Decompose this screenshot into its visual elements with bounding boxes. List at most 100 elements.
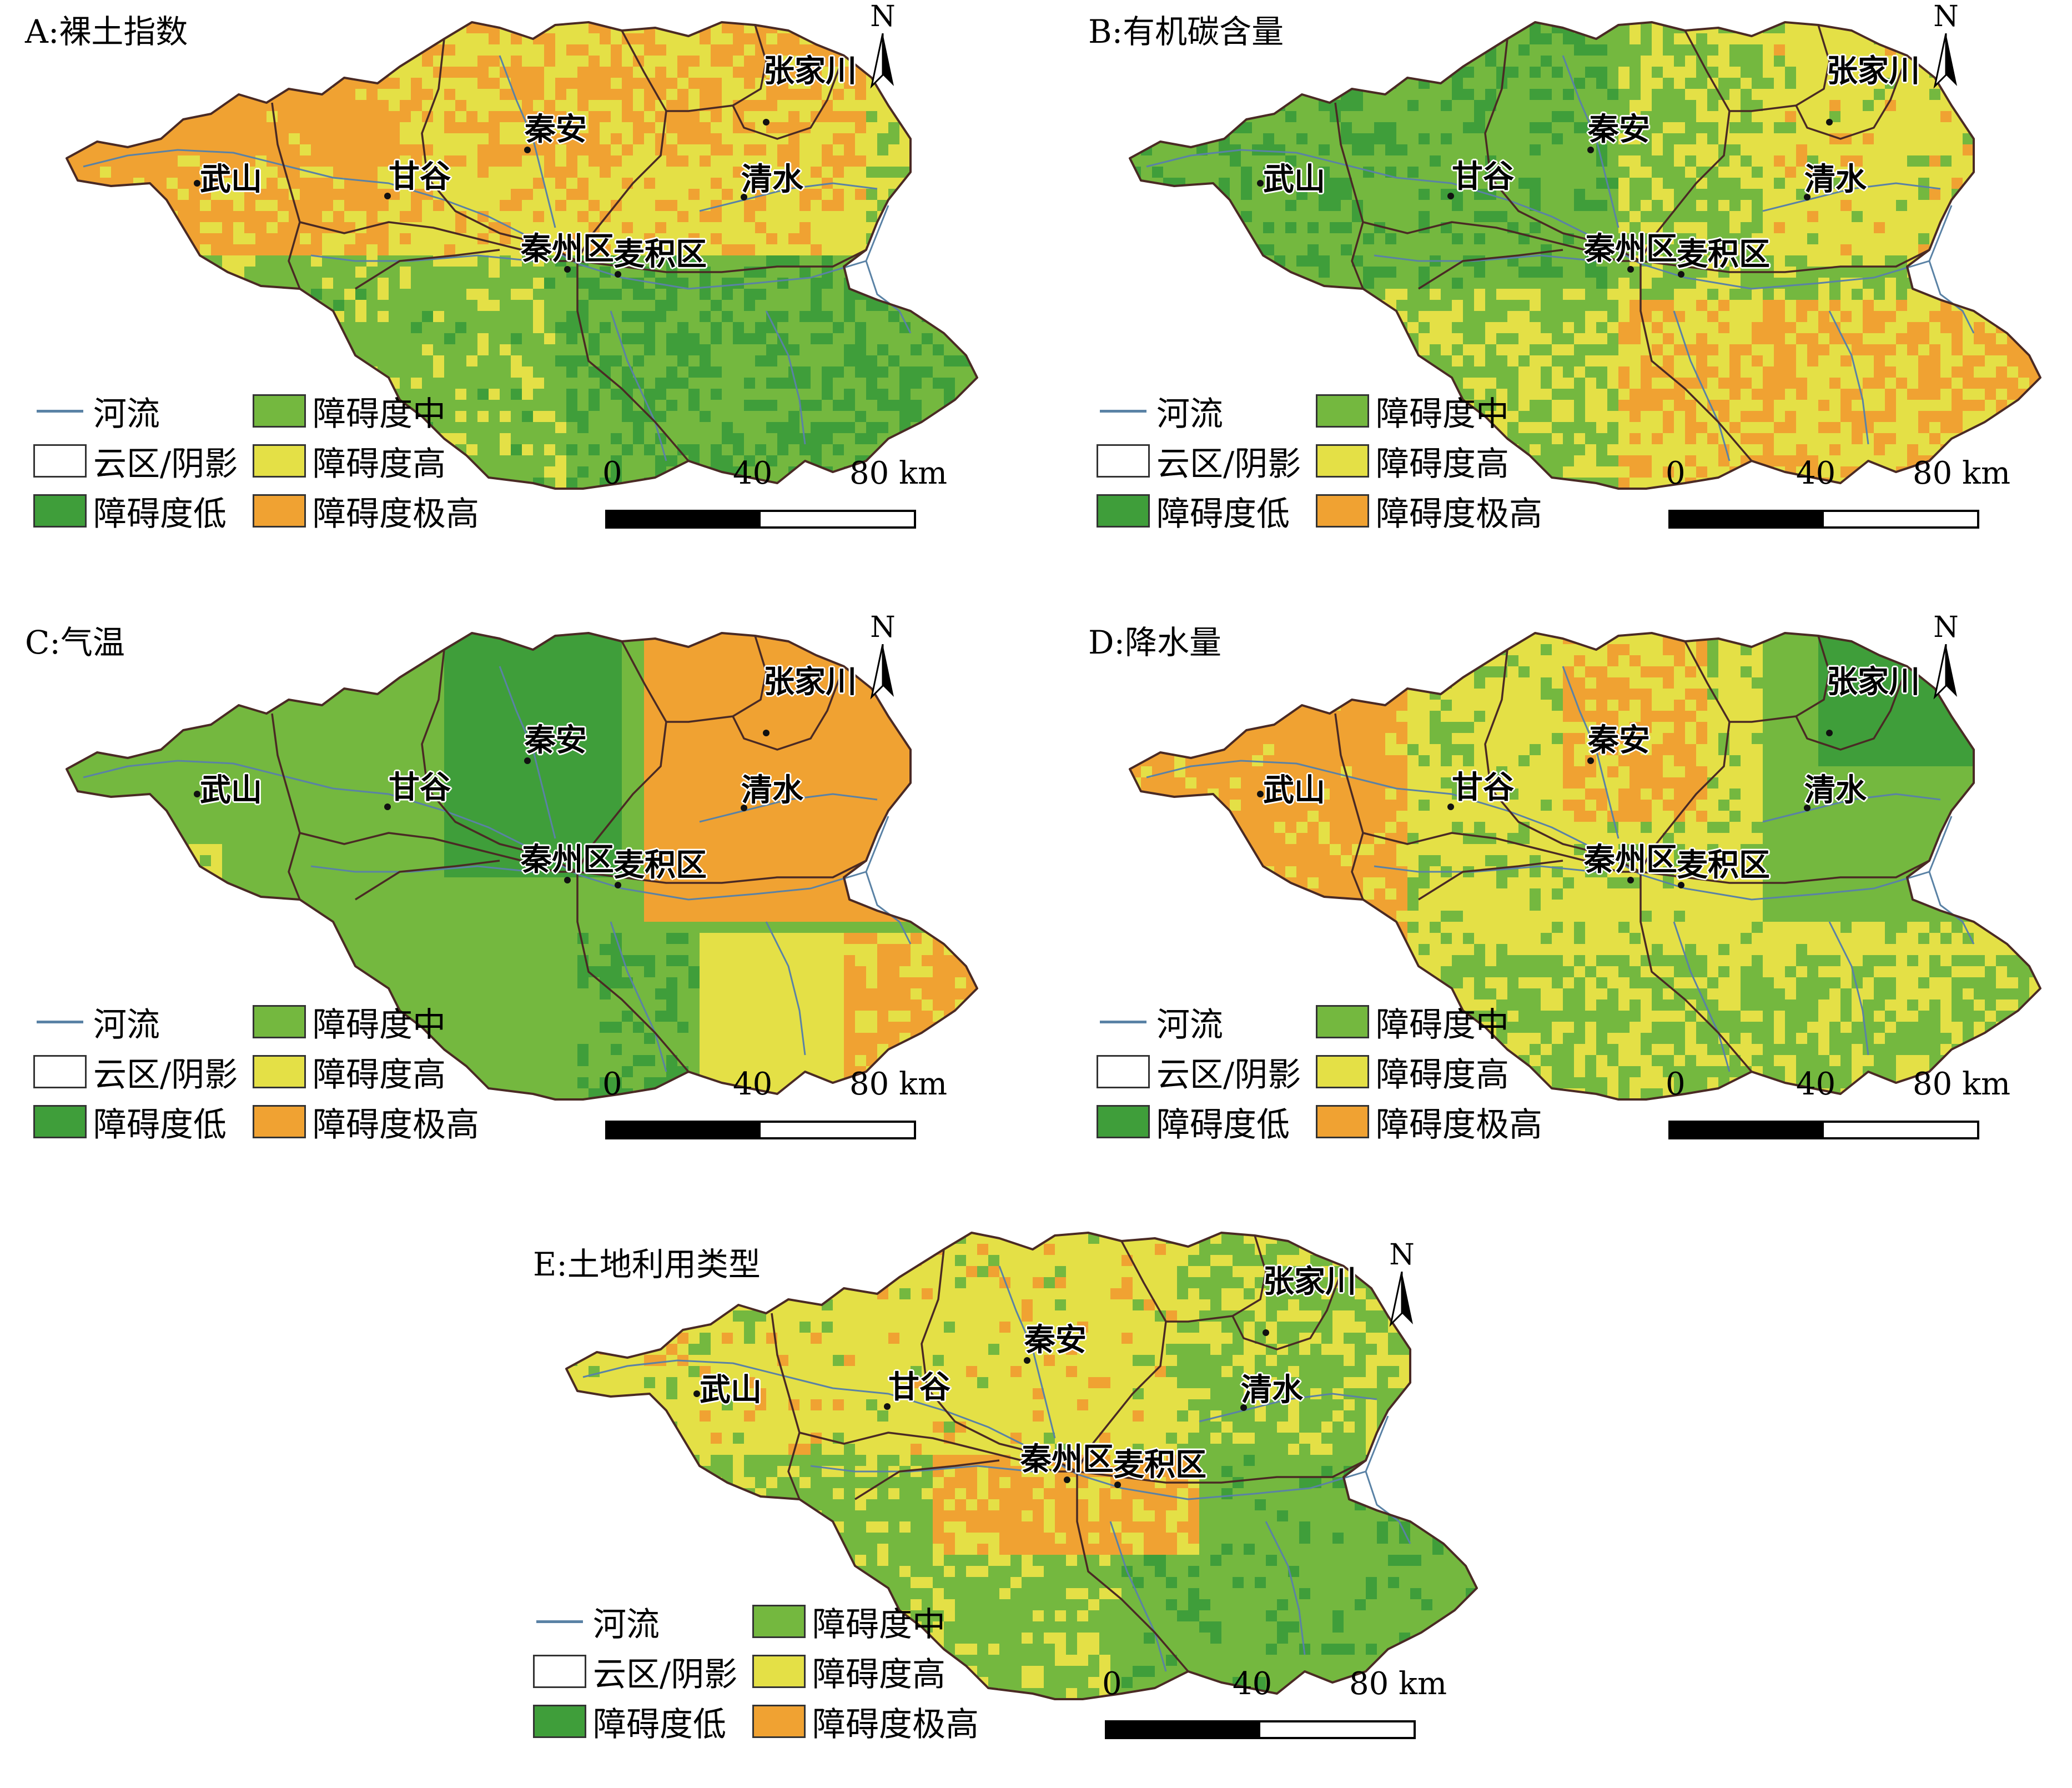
map-a [66, 21, 978, 490]
high-swatch-icon [253, 1055, 306, 1088]
legend-cloud-label: 云区/阴影 [93, 444, 238, 484]
city-wushan: 武山 [1263, 772, 1325, 808]
city-marker [194, 791, 200, 797]
low-swatch-icon [533, 1705, 586, 1738]
city-zhangjiachuan: 张家川 [763, 53, 857, 89]
city-marker [1257, 180, 1264, 187]
district-boundary [799, 1432, 1366, 1484]
river-line-icon [33, 394, 87, 428]
city-maiji: 麦积区 [613, 236, 707, 273]
scale-bar: 0 40 80 km [566, 455, 947, 555]
district-boundary [1362, 221, 1930, 273]
river-line-icon [33, 1005, 87, 1038]
legend-mid-label: 障碍度中 [313, 394, 446, 434]
mid-swatch-icon [253, 1005, 306, 1038]
city-marker [194, 180, 200, 187]
city-marker [1587, 147, 1594, 153]
map-e [565, 1232, 1478, 1700]
river-line [1673, 310, 1731, 461]
legend-very-high-label: 障碍度极高 [1376, 1105, 1542, 1144]
river-line [1562, 55, 1620, 228]
panel-title: E:土地利用类型 [533, 1245, 761, 1283]
city-zhangjiachuan: 张家川 [763, 664, 857, 700]
north-label: N [870, 611, 896, 644]
river-line [310, 865, 534, 873]
cloud-swatch-icon [33, 1055, 87, 1088]
scale-label-80: 80 km [1349, 1666, 1447, 1702]
low-swatch-icon [33, 1105, 87, 1138]
scale-label-0: 0 [1102, 1666, 1122, 1702]
legend-river-label: 河流 [593, 1605, 660, 1644]
district-boundary [1418, 860, 1563, 901]
cloud-swatch-icon [1097, 1055, 1150, 1088]
legend-river: 河流 [33, 389, 160, 434]
city-zhangjiachuan: 张家川 [1827, 664, 1920, 700]
cloud-swatch-icon [1097, 444, 1150, 478]
legend-high-label: 障碍度高 [1376, 444, 1509, 484]
city-marker [763, 119, 770, 125]
city-marker [1627, 877, 1634, 883]
district-boundary [299, 832, 867, 884]
north-arrow-icon [870, 33, 894, 89]
scale-label-80: 80 km [849, 1066, 948, 1102]
river-line [310, 254, 534, 262]
legend-high-label: 障碍度高 [313, 444, 446, 484]
city-maiji: 麦积区 [1677, 236, 1770, 273]
district-boundary [1729, 635, 1830, 723]
scale-bar-graphic [605, 1121, 916, 1139]
low-swatch-icon [1097, 1105, 1150, 1138]
city-marker [1064, 1476, 1070, 1483]
district-boundary [1334, 102, 1364, 289]
map-legend: 河流 云区/阴影 障碍度低 障碍度中 障碍度高 障碍度极高 [1097, 389, 1596, 555]
city-marker [1447, 193, 1454, 199]
city-gangu: 甘谷 [1452, 769, 1514, 806]
legend-low-label: 障碍度低 [593, 1705, 726, 1744]
city-marker [884, 1403, 891, 1410]
city-wushan: 武山 [1263, 161, 1325, 198]
district-boundary [1795, 55, 1908, 140]
legend-very-high-label: 障碍度极高 [313, 1105, 479, 1144]
district-boundary [355, 249, 500, 290]
legend-cloud-label: 云区/阴影 [93, 1055, 238, 1094]
scale-label-40: 40 [733, 1066, 773, 1102]
district-boundary [666, 635, 767, 723]
river-line [499, 55, 556, 228]
scale-label-80: 80 km [1913, 455, 2011, 491]
river-line [1762, 182, 1941, 212]
north-arrow-icon [870, 644, 894, 700]
city-marker [1627, 266, 1634, 273]
legend-river-label: 河流 [93, 1005, 160, 1044]
city-marker [741, 805, 747, 811]
river-line [1199, 1393, 1377, 1423]
river-line [1562, 666, 1620, 839]
map-d [1129, 632, 2041, 1101]
river-line [998, 1265, 1056, 1439]
river-line [810, 1465, 1033, 1473]
river-line [1265, 1521, 1306, 1655]
city-qingshui: 清水 [1804, 161, 1867, 198]
legend-cloud: 云区/阴影 [33, 1049, 238, 1094]
legend-mid: 障碍度中 [253, 1000, 446, 1044]
city-marker [564, 877, 571, 883]
north-arrow-icon [1933, 644, 1957, 700]
legend-high: 障碍度高 [1316, 1049, 1509, 1094]
cloud-swatch-icon [533, 1655, 586, 1688]
legend-low-label: 障碍度低 [1156, 494, 1290, 534]
legend-cloud-label: 云区/阴影 [593, 1655, 738, 1694]
city-qinzhou: 秦州区 [1584, 841, 1677, 878]
scale-label-80: 80 km [1913, 1066, 2011, 1102]
city-zhangjiachuan: 张家川 [1827, 53, 1920, 89]
legend-very-high: 障碍度极高 [752, 1699, 979, 1744]
north-arrow-icon [1389, 1272, 1413, 1327]
map-legend: 河流 云区/阴影 障碍度低 障碍度中 障碍度高 障碍度极高 [33, 1000, 533, 1166]
city-zhangjiachuan: 张家川 [1263, 1263, 1356, 1300]
north-arrow: N [1921, 611, 1971, 705]
city-marker [384, 803, 391, 810]
legend-low-label: 障碍度低 [1156, 1105, 1290, 1144]
legend-low-label: 障碍度低 [93, 494, 227, 534]
scale-label-40: 40 [733, 455, 773, 491]
river-line [1109, 1521, 1167, 1672]
mid-swatch-icon [752, 1605, 806, 1638]
high-swatch-icon [1316, 444, 1369, 478]
